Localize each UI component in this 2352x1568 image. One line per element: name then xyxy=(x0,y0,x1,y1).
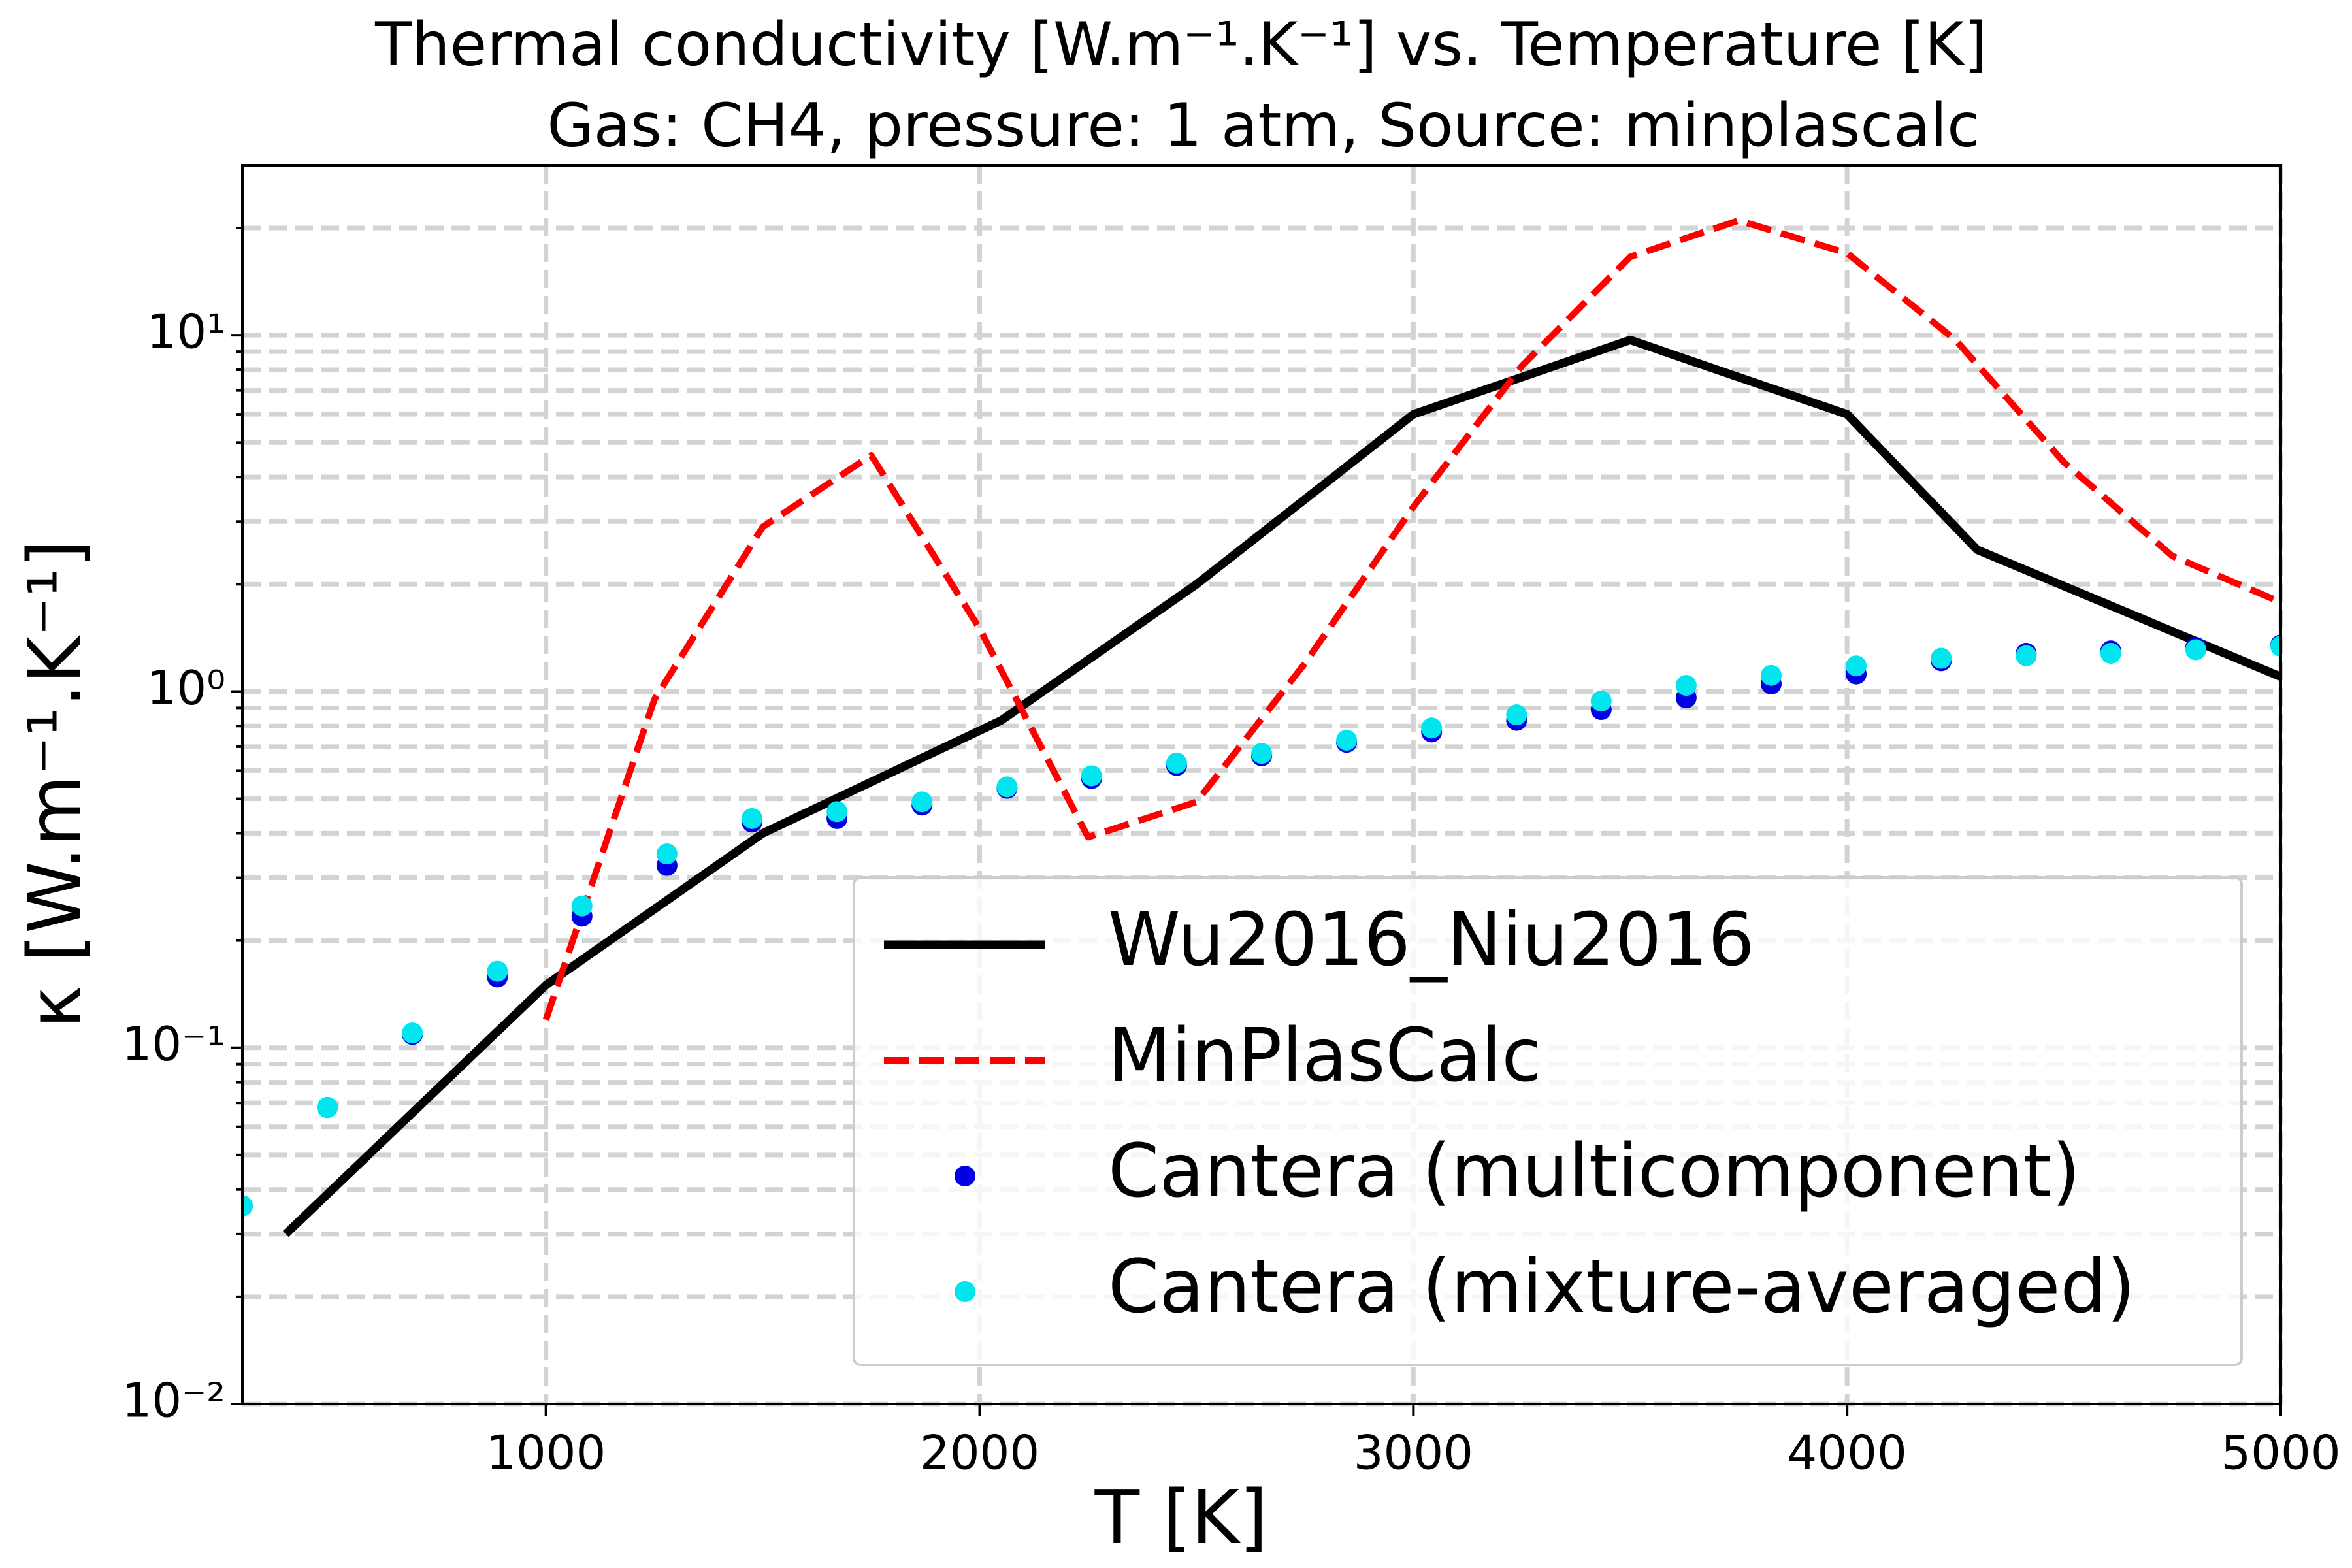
data-point xyxy=(571,895,593,917)
x-tick-label: 1000 xyxy=(486,1426,606,1480)
legend-label: MinPlasCalc xyxy=(1108,1013,1542,1098)
data-point xyxy=(1506,704,1527,726)
data-point xyxy=(1081,765,1102,787)
data-point xyxy=(911,791,933,813)
data-point xyxy=(2100,642,2121,664)
data-point xyxy=(2185,639,2206,661)
legend-label: Cantera (multicomponent) xyxy=(1108,1129,2080,1214)
x-tick-label: 2000 xyxy=(920,1426,1039,1480)
data-point xyxy=(1166,752,1187,774)
chart-subtitle: Gas: CH4, pressure: 1 atm, Source: minpl… xyxy=(547,90,1980,160)
y-tick-label: 10⁰ xyxy=(147,661,225,715)
data-point xyxy=(996,776,1018,798)
legend-box xyxy=(853,876,2243,1366)
plot-frame xyxy=(241,164,2282,1405)
legend-marker xyxy=(955,1166,975,1186)
x-tick-label: 3000 xyxy=(1354,1426,1473,1480)
data-point xyxy=(1675,675,1697,696)
data-point xyxy=(742,808,762,829)
data-point xyxy=(1590,691,1612,712)
legend-label: Wu2016_Niu2016 xyxy=(1108,898,1755,983)
x-tick-label: 4000 xyxy=(1788,1426,1907,1480)
y-tick-label: 10⁻² xyxy=(122,1373,225,1428)
data-point xyxy=(2270,636,2281,657)
data-point xyxy=(1931,647,1952,669)
data-point xyxy=(1761,664,1782,686)
data-point xyxy=(1846,655,1867,677)
series-line xyxy=(282,335,2281,1237)
data-point xyxy=(1336,729,1358,751)
chart-title: Thermal conductivity [W.m⁻¹.K⁻¹] vs. Tem… xyxy=(374,9,1987,79)
legend-label: Cantera (mixture-averaged) xyxy=(1108,1245,2135,1330)
data-point xyxy=(656,843,678,865)
data-point xyxy=(487,960,508,982)
y-axis-label: κ [W.m⁻¹.K⁻¹] xyxy=(13,540,98,1029)
data-point xyxy=(242,1195,253,1217)
y-tick-label: 10⁻¹ xyxy=(122,1017,225,1071)
y-tick-label: 10¹ xyxy=(147,304,225,359)
legend: Wu2016_Niu2016 MinPlasCalc Cantera (multic… xyxy=(853,876,2243,1366)
plot-area xyxy=(242,217,2281,1237)
data-point xyxy=(402,1022,423,1044)
legend-marker xyxy=(955,1281,975,1302)
data-point xyxy=(1421,717,1443,739)
data-point xyxy=(1251,743,1272,764)
data-point xyxy=(2016,645,2037,666)
data-point xyxy=(317,1097,338,1119)
x-tick-label: 5000 xyxy=(2221,1426,2340,1480)
data-point xyxy=(826,801,848,823)
series-line xyxy=(542,217,2281,1021)
x-axis-label: T [K] xyxy=(1094,1475,1268,1560)
